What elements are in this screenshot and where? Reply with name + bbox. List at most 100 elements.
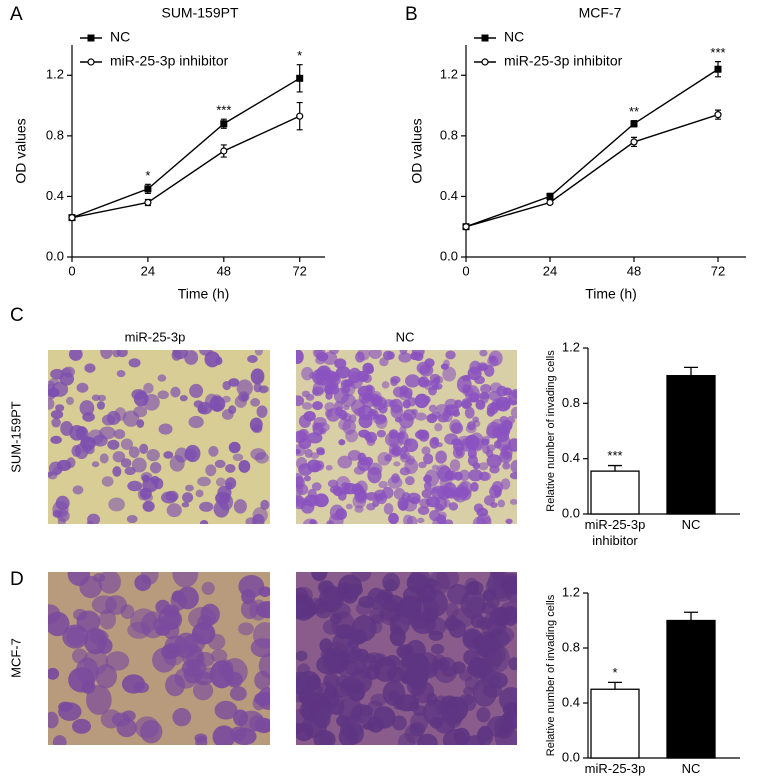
cell [497, 499, 505, 508]
cell [211, 649, 228, 663]
cell [423, 481, 432, 491]
cell [236, 379, 253, 397]
significance: *** [216, 103, 231, 118]
cell [296, 395, 305, 407]
cell [305, 393, 315, 401]
cell [476, 513, 492, 524]
cell [311, 572, 328, 582]
cell [86, 684, 112, 715]
y-tick-label: 0.4 [562, 450, 580, 465]
cell [462, 384, 471, 394]
cell [301, 603, 319, 616]
cell [311, 482, 322, 491]
significance: *** [607, 448, 622, 463]
cell [388, 512, 399, 524]
cell [354, 505, 364, 513]
cell [429, 487, 439, 494]
cell [511, 390, 517, 399]
cell [260, 499, 270, 510]
cell [449, 459, 461, 472]
cell [362, 373, 372, 384]
cell [482, 444, 491, 454]
y-tick-label: 1.2 [46, 67, 64, 82]
y-tick-label: 0.4 [440, 188, 458, 203]
cell [357, 405, 374, 421]
y-tick-label: 0.4 [562, 694, 580, 709]
cell [337, 455, 353, 469]
cell [252, 513, 265, 524]
cell [217, 485, 232, 500]
cell [250, 368, 265, 385]
cell [509, 472, 517, 480]
cell [208, 446, 219, 457]
cell [338, 439, 346, 446]
cell [181, 659, 207, 677]
cell [127, 480, 143, 492]
cell [192, 681, 214, 701]
cell [221, 658, 248, 686]
cell [479, 471, 490, 481]
cell [204, 351, 221, 368]
legend-label: miR-25-3p inhibitor [504, 53, 623, 69]
cell [316, 422, 330, 433]
cell [400, 452, 408, 460]
cell [327, 371, 340, 383]
cell [403, 653, 429, 671]
cell [79, 400, 95, 416]
cell [107, 439, 120, 450]
cell [502, 462, 511, 470]
significance: *** [710, 45, 725, 60]
cell [81, 444, 93, 453]
cell [199, 501, 214, 512]
cell [254, 691, 270, 706]
cell [470, 481, 479, 492]
cells [296, 350, 517, 524]
cell [324, 402, 336, 412]
cell [66, 457, 76, 469]
cell [445, 350, 456, 360]
cell [305, 674, 321, 690]
cell [416, 517, 425, 524]
cell [376, 429, 387, 438]
y-tick-label: 0.0 [440, 248, 458, 263]
cell [399, 425, 407, 434]
cell [411, 408, 418, 415]
cell [309, 519, 317, 524]
legend-label: NC [504, 29, 524, 45]
cell [390, 378, 398, 387]
chart-title: SUM-159PT [161, 5, 238, 21]
cell [199, 350, 213, 356]
cell [473, 503, 484, 513]
cell [357, 385, 373, 398]
cell [116, 350, 128, 358]
cell [238, 622, 254, 636]
cell [497, 720, 516, 733]
cell [486, 454, 502, 468]
cell [463, 686, 475, 696]
cell [215, 477, 226, 487]
cell [195, 489, 204, 498]
cell [479, 350, 488, 357]
cell [62, 624, 89, 649]
cell [367, 462, 383, 476]
cell [326, 520, 334, 524]
cell [510, 459, 517, 474]
cell [48, 471, 58, 480]
cell [464, 406, 475, 419]
cell [485, 644, 510, 673]
cell [111, 712, 131, 727]
cell [76, 382, 89, 393]
cell [122, 410, 140, 427]
cell [417, 733, 438, 745]
cell [467, 448, 477, 459]
cell [134, 574, 152, 592]
cell [163, 609, 183, 630]
cell [461, 374, 471, 382]
cell [171, 590, 185, 603]
cell [172, 572, 199, 588]
cell [108, 497, 125, 512]
panel-letter: B [405, 4, 418, 25]
cell [430, 643, 445, 655]
cell [101, 414, 116, 426]
cell [50, 435, 62, 444]
